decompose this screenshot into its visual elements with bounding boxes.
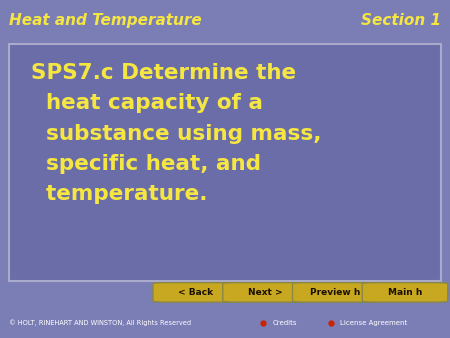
FancyBboxPatch shape <box>362 283 448 302</box>
FancyBboxPatch shape <box>223 283 308 302</box>
Text: Section 1: Section 1 <box>361 13 441 28</box>
FancyBboxPatch shape <box>292 283 378 302</box>
FancyBboxPatch shape <box>153 283 238 302</box>
Text: < Back: < Back <box>178 288 213 297</box>
Text: Preview h: Preview h <box>310 288 360 297</box>
Text: SPS7.c Determine the
  heat capacity of a
  substance using mass,
  specific hea: SPS7.c Determine the heat capacity of a … <box>31 63 321 204</box>
Text: Heat and Temperature: Heat and Temperature <box>9 13 202 28</box>
Text: Main h: Main h <box>388 288 422 297</box>
Text: © HOLT, RINEHART AND WINSTON, All Rights Reserved: © HOLT, RINEHART AND WINSTON, All Rights… <box>9 319 191 326</box>
Text: Next >: Next > <box>248 288 283 297</box>
FancyBboxPatch shape <box>9 44 441 281</box>
Text: License Agreement: License Agreement <box>340 320 407 326</box>
Text: Credits: Credits <box>272 320 297 326</box>
